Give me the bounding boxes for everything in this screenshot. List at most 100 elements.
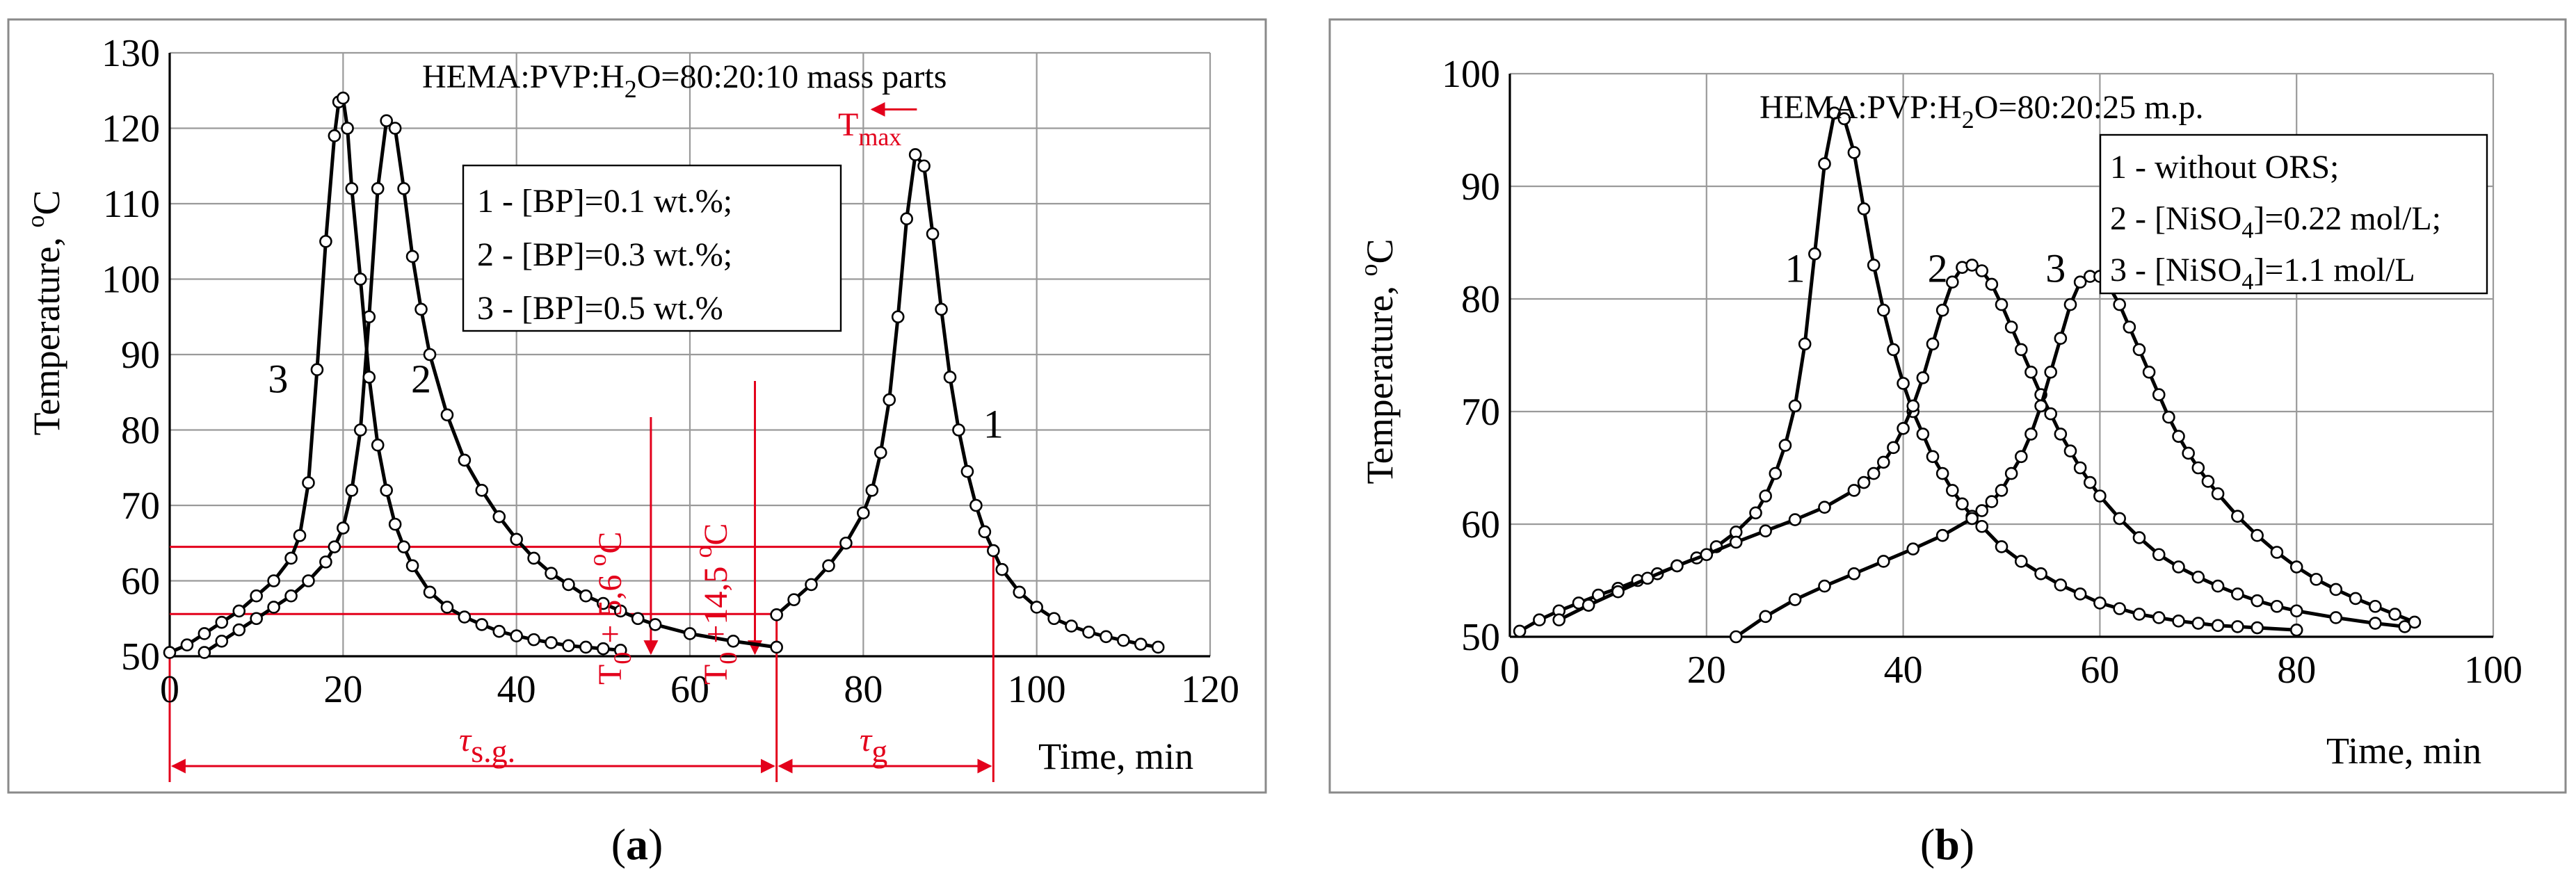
panel-b-xtick-40: 40: [1884, 649, 1923, 692]
panel-b-series-3-label: 3: [2045, 246, 2066, 291]
panel-a-series-1-point: [1151, 640, 1165, 654]
panel-b-series-1-point: [1798, 337, 1812, 351]
panel-b-series-3-point: [2388, 608, 2401, 621]
panel-a-series-3-point: [341, 122, 354, 135]
panel-a-series-2-point: [388, 122, 402, 135]
panel-a-series-2-point: [492, 510, 506, 523]
panel-b-frame: [1328, 18, 2567, 794]
panel-b-series-1-point: [1513, 624, 1527, 638]
panel-a-series-3-point: [180, 638, 194, 652]
panel-a-tick-labels: 0 20 40 60 80 100 120 50 60 70 80 90 100 110 120 130: [102, 32, 1239, 711]
panel-b-series-1-point: [1778, 439, 1792, 452]
panel-b-series-3-point: [1965, 512, 1979, 526]
panel-b-series-2-point: [1985, 277, 1999, 291]
panel-a-series-2-point: [475, 483, 489, 497]
panel-b-series-3-point: [1985, 495, 1999, 508]
panel-b-series-2-point: [1867, 466, 1881, 480]
panel-b-x-label: Time, min: [2326, 730, 2481, 772]
panel-a-series-2-point: [302, 574, 315, 587]
panel-a-series-2-point: [337, 521, 350, 535]
panel-a-series-3-point: [328, 129, 341, 143]
panel-b-series-3-point: [2270, 546, 2284, 559]
panel-b-series-1-point: [1808, 247, 1821, 261]
panel-b-series-3-point: [2132, 343, 2146, 357]
panel-a-series-1-point: [857, 506, 870, 520]
panel-b-series-1-point: [2132, 608, 2146, 621]
panel-a-caption: (a): [611, 820, 663, 869]
panel-b-series-1-point: [1533, 613, 1546, 627]
panel-b-series-1-point: [1995, 540, 2009, 553]
panel-a-series-1-point: [1047, 612, 1061, 626]
panel-a-y-label: Temperature, oC: [22, 190, 67, 435]
panel-b-ytick-100: 100: [1442, 53, 1500, 96]
panel-a-series-3: 3: [163, 91, 627, 659]
panel-b-series-1-point: [1828, 106, 1841, 120]
panel-a: 1 2 3 0 20 40 60 80 100 120 50 60 70 80 90 100 110 120 13…: [7, 18, 1267, 869]
panel-a-series-1-point: [839, 536, 853, 550]
panel-a-series-3-point: [310, 363, 324, 377]
panel-a-series-3-point: [423, 585, 437, 599]
panel-b-series-3-point: [2408, 615, 2422, 629]
panel-b-series-2-line: [1558, 263, 2405, 628]
panel-b-series-2-point: [1975, 264, 1989, 277]
panel-b-series-3-point: [1759, 610, 1772, 624]
panel-a-series-3-point: [353, 273, 367, 286]
panel-a-series-2-point: [405, 250, 419, 263]
panel-a-series-3-point: [284, 551, 298, 565]
panel-b-series-1-point: [1749, 506, 1762, 520]
panel-a-series-1-point: [900, 212, 913, 226]
panel-a-series-1-point: [1013, 585, 1027, 599]
panel-b-series-2-point: [1906, 399, 1920, 413]
panel-b-series-3-point: [1729, 630, 1743, 644]
panel-b-series-2-label: 2: [1928, 246, 1948, 291]
panel-a-series-1-point: [995, 562, 1009, 576]
panel-a-series-3-point: [293, 529, 307, 542]
panel-a-series-3-point: [613, 644, 627, 657]
panel-a-ytick-60: 60: [121, 560, 160, 603]
panel-a-series-3-point: [319, 234, 332, 248]
panel-a-series-1-point: [1100, 630, 1113, 644]
panel-b-series-1-point: [1759, 489, 1772, 503]
panel-a-series-3-point: [562, 639, 575, 653]
panel-a-series-1-point: [865, 483, 879, 497]
panel-a-xtick-100: 100: [1008, 668, 1066, 711]
panel-b-series-2-point: [2251, 594, 2264, 608]
panel-b-series-3-point: [2123, 320, 2136, 334]
panel-b-series-2-point: [2289, 604, 2303, 618]
panel-a-series-3-point: [232, 604, 246, 618]
panel-a-series-3-point: [458, 610, 472, 624]
panel-a-series-2-point: [232, 623, 246, 637]
panel-a-series-1-point: [1030, 601, 1043, 614]
panel-b-series-3-point: [2251, 528, 2264, 542]
panel-a-series-2-point: [345, 483, 359, 497]
panel-a-series-2-point: [510, 533, 523, 546]
panel-b-series-1-point: [1926, 450, 1940, 464]
panel-a-ytick-50: 50: [121, 635, 160, 678]
panel-b-series-1-point: [1887, 343, 1900, 357]
panel-b-series-2-point: [2211, 579, 2225, 593]
panel-a-ytick-80: 80: [121, 409, 160, 453]
panel-a-series-1-point: [943, 371, 957, 384]
panel-a-series-1-point: [978, 525, 992, 539]
panel-a-series-1-point: [883, 393, 896, 407]
panel-b-series-1-point: [2172, 615, 2185, 628]
panel-b-series-2-point: [1995, 298, 2009, 311]
panel-b-series-3-point: [1818, 579, 1831, 593]
panel-a-series-2-point: [579, 589, 593, 603]
panel-b-series-3-point: [2162, 410, 2175, 424]
panel-b-series-2-point: [1887, 441, 1900, 455]
panel-b-title: HEMA:PVP:H2O=80:20:25 m.p.: [1760, 89, 2203, 133]
panel-a-ytick-130: 130: [102, 32, 160, 75]
panel-a-xtick-60: 60: [670, 668, 709, 711]
panel-b-series-3-point: [2191, 461, 2205, 475]
panel-a-series-3-point: [527, 633, 540, 647]
panel-a-series-2-point: [250, 612, 263, 626]
panel-a-series-1-point: [935, 302, 948, 316]
panel-b-series-1-point: [2191, 617, 2205, 630]
panel-a-series-2-point: [397, 181, 410, 195]
panel-b-series-1-point: [1867, 259, 1881, 272]
panel-a-ytick-110: 110: [103, 183, 160, 226]
panel-b-series-2-point: [1965, 259, 1979, 272]
panel-a-tau-sg-label: τs.g.: [459, 722, 515, 769]
panel-b-series-2-point: [1847, 484, 1861, 497]
